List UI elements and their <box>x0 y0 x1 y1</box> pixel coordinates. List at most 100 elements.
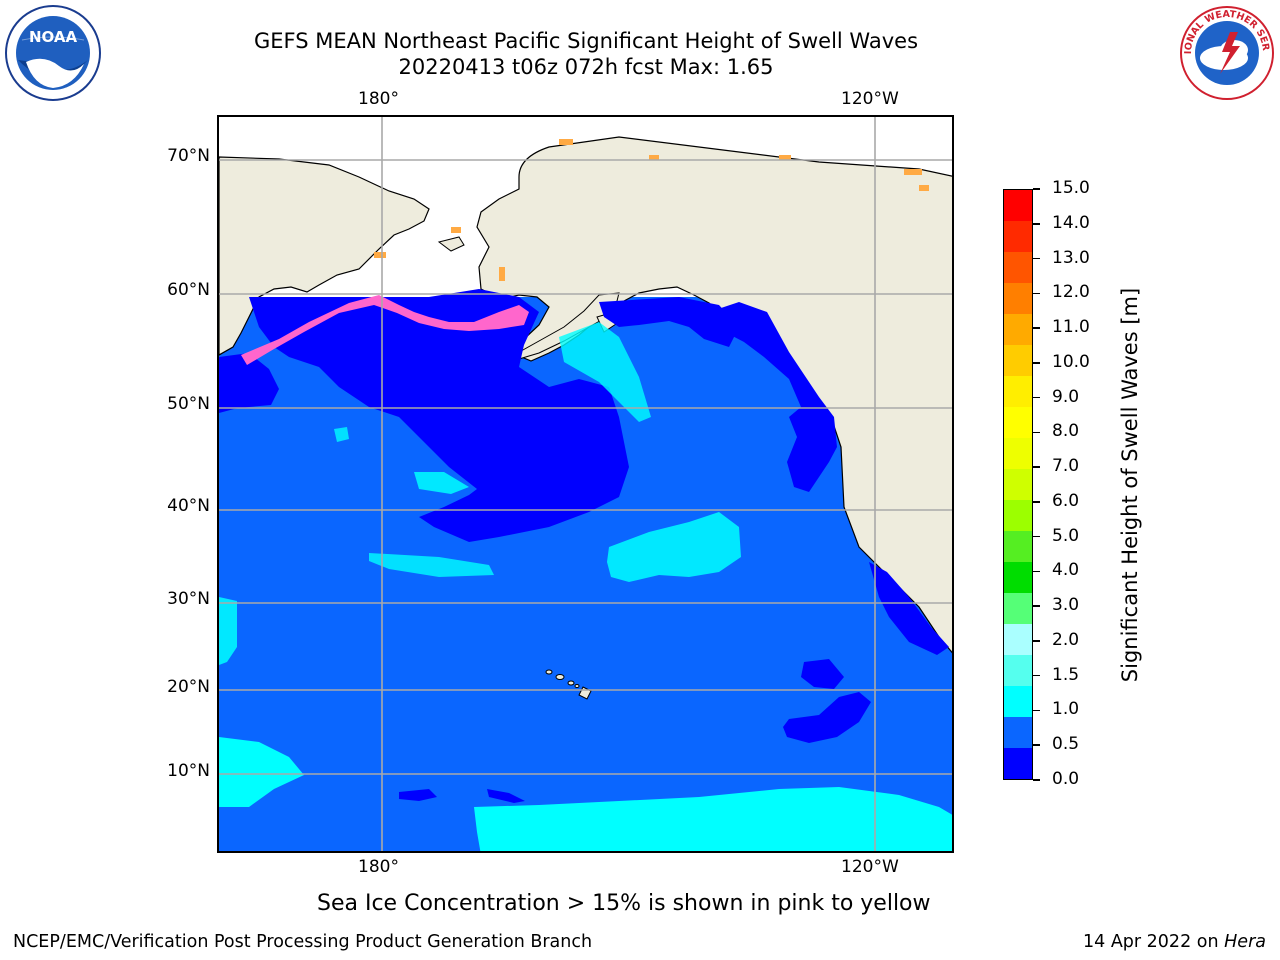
colorbar-tick-label: 9.0 <box>1052 386 1080 407</box>
colorbar-tick-label: 15.0 <box>1052 178 1090 198</box>
lat-label-70n: 70°N <box>167 146 210 166</box>
colorbar-segment <box>1004 283 1032 314</box>
chart-subtitle: 20220413 t06z 072h fcst Max: 1.65 <box>398 55 774 79</box>
lat-label-50n: 50°N <box>167 394 210 414</box>
sea-ice-yellow <box>374 139 929 281</box>
dark-region-subtropic <box>801 659 844 689</box>
colorbar-segment <box>1004 748 1032 779</box>
footer-credit: NCEP/EMC/Verification Post Processing Pr… <box>13 932 593 952</box>
colorbar-tick-label: 6.0 <box>1052 490 1080 511</box>
colorbar-segment <box>1004 717 1032 748</box>
colorbar-segment <box>1004 624 1032 655</box>
colorbar-tick-mark <box>1033 327 1040 329</box>
colorbar-tick-mark <box>1033 257 1040 260</box>
colorbar-tick-label: 12.0 <box>1052 282 1090 303</box>
colorbar-tick-label: 3.0 <box>1052 595 1080 616</box>
lon-label-120w-bottom: 120°W <box>841 857 899 877</box>
lat-label-60n: 60°N <box>167 280 210 300</box>
lat-label-30n: 30°N <box>167 589 210 609</box>
lat-label-10n: 10°N <box>167 761 210 781</box>
colorbar-segment <box>1004 438 1032 469</box>
colorbar-tick-mark <box>1033 292 1040 295</box>
colorbar-tick-label: 11.0 <box>1052 317 1090 338</box>
colorbar-tick-label: 0.5 <box>1052 734 1080 755</box>
colorbar-tick-mark <box>1033 396 1040 399</box>
colorbar-tick-mark <box>1033 744 1040 746</box>
nws-logo: NATIONAL WEATHER SERVICE <box>1174 0 1276 102</box>
colorbar-tick-label: 1.0 <box>1052 699 1080 720</box>
colorbar-tick-mark <box>1033 709 1040 712</box>
colorbar-segment <box>1004 376 1032 407</box>
sea-ice-fringe <box>241 295 529 365</box>
colorbar-segment <box>1004 593 1032 624</box>
dark-region-west <box>219 353 279 413</box>
st-lawrence-island <box>437 236 465 252</box>
colorbar-tick-mark <box>1033 674 1040 677</box>
colorbar-segment <box>1004 345 1032 376</box>
chukotka-landmass <box>219 156 430 356</box>
colorbar-segment <box>1004 562 1032 593</box>
colorbar-tick-label: 7.0 <box>1052 456 1080 477</box>
colorbar-tick-mark <box>1033 501 1040 503</box>
colorbar-tick-mark <box>1033 223 1040 225</box>
colorbar <box>1003 189 1033 780</box>
colorbar-tick-label: 4.0 <box>1052 560 1080 581</box>
colorbar-tick-label: 13.0 <box>1052 247 1090 268</box>
colorbar-tick-label: 0.0 <box>1052 769 1080 789</box>
footer-date-text: 14 Apr 2022 on <box>1083 932 1225 952</box>
colorbar-segment <box>1004 314 1032 345</box>
lat-label-40n: 40°N <box>167 496 210 516</box>
dark-region-seward <box>599 297 739 347</box>
colorbar-segment <box>1004 252 1032 283</box>
colorbar-tick-mark <box>1033 188 1040 190</box>
colorbar-tick-label: 14.0 <box>1052 212 1090 233</box>
lon-label-180-top: 180° <box>358 89 399 109</box>
dark-region-coast <box>709 302 837 492</box>
map-panel <box>217 115 954 853</box>
cyan-region-equator <box>474 787 952 851</box>
noaa-logo-text: NOAA <box>29 28 78 46</box>
dark-region-gulf <box>249 289 629 542</box>
colorbar-tick-label: 2.0 <box>1052 629 1080 650</box>
colorbar-tick-mark <box>1033 535 1040 538</box>
colorbar-segment <box>1004 190 1032 221</box>
cyan-region-gulf <box>559 322 651 422</box>
colorbar-tick-mark <box>1033 570 1040 573</box>
colorbar-tick-mark <box>1033 779 1040 781</box>
colorbar-segment <box>1004 221 1032 252</box>
colorbar-tick-mark <box>1033 466 1040 468</box>
colorbar-segment <box>1004 500 1032 531</box>
cyan-region-sw <box>219 737 304 807</box>
dark-region-baja <box>869 562 949 655</box>
graticule <box>219 117 952 851</box>
colorbar-stack <box>1004 190 1032 779</box>
colorbar-segment <box>1004 531 1032 562</box>
lon-label-180-bottom: 180° <box>358 857 399 877</box>
cyan-region-mid <box>607 512 741 582</box>
colorbar-segment <box>1004 686 1032 717</box>
colorbar-label: Significant Height of Swell Waves [m] <box>1118 287 1142 683</box>
colorbar-tick-label: 8.0 <box>1052 421 1080 442</box>
lat-label-20n: 20°N <box>167 677 210 697</box>
footer-host: Hera <box>1224 932 1266 952</box>
cyan-region-bering-small <box>414 472 469 494</box>
colorbar-tick-mark <box>1033 640 1040 642</box>
colorbar-tick-mark <box>1033 362 1040 364</box>
colorbar-segment <box>1004 655 1032 686</box>
cyan-region-dot <box>334 427 349 442</box>
chart-title: GEFS MEAN Northeast Pacific Significant … <box>253 29 919 53</box>
footer-date: 14 Apr 2022 on Hera <box>1083 932 1266 952</box>
cyan-region-band <box>369 553 494 577</box>
colorbar-segment <box>1004 407 1032 438</box>
noaa-logo: NOAA <box>4 4 102 102</box>
colorbar-tick-label: 5.0 <box>1052 525 1080 546</box>
colorbar-tick-mark <box>1033 605 1040 607</box>
colorbar-tick-mark <box>1033 431 1040 434</box>
sea-ice-note: Sea Ice Concentration > 15% is shown in … <box>317 891 931 916</box>
colorbar-tick-label: 10.0 <box>1052 351 1090 372</box>
dark-region-south2 <box>487 789 525 803</box>
colorbar-segment <box>1004 469 1032 500</box>
dark-region-south <box>399 789 437 801</box>
lon-label-120w-top: 120°W <box>841 89 899 109</box>
hawaii-islands <box>545 669 592 700</box>
